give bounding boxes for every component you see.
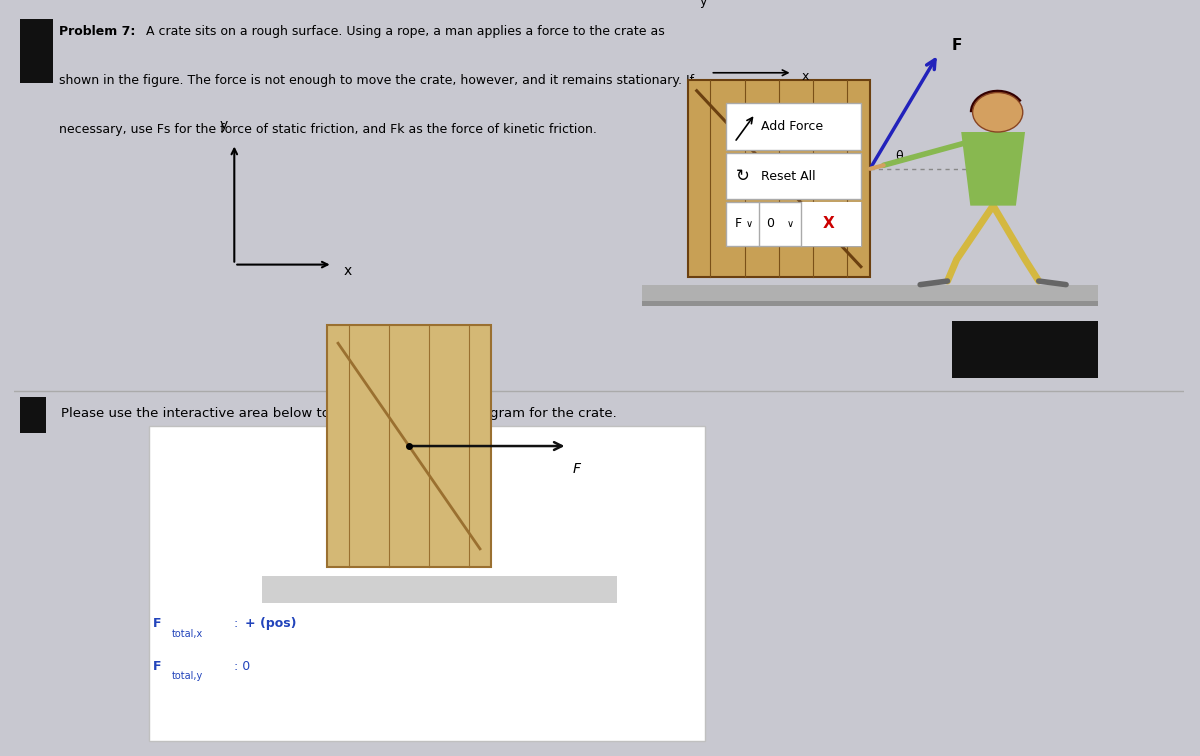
Bar bbox=[952, 321, 1111, 386]
Bar bbox=[20, 19, 53, 83]
Polygon shape bbox=[961, 132, 1025, 206]
Text: Please use the interactive area below to draw the Free Body Diagram for the crat: Please use the interactive area below to… bbox=[61, 407, 617, 420]
Text: θ: θ bbox=[895, 150, 902, 163]
Bar bbox=[632, 301, 1111, 306]
Bar bbox=[802, 202, 862, 246]
Bar bbox=[328, 325, 491, 567]
Text: total,y: total,y bbox=[172, 671, 203, 681]
Text: shown in the figure. The force is not enough to move the crate, however, and it : shown in the figure. The force is not en… bbox=[59, 74, 694, 87]
Text: Problem 7:: Problem 7: bbox=[59, 25, 136, 38]
Text: A crate sits on a rough surface. Using a rope, a man applies a force to the crat: A crate sits on a rough surface. Using a… bbox=[138, 25, 665, 38]
Circle shape bbox=[972, 92, 1022, 132]
Bar bbox=[688, 80, 870, 277]
Bar bbox=[262, 576, 617, 603]
Text: ∨: ∨ bbox=[745, 219, 752, 229]
Text: total,x: total,x bbox=[172, 628, 203, 639]
Text: x: x bbox=[802, 70, 809, 83]
Text: F: F bbox=[572, 462, 581, 476]
Text: F: F bbox=[734, 218, 742, 231]
Text: X: X bbox=[822, 216, 834, 231]
Text: : 0: : 0 bbox=[234, 660, 251, 673]
Text: :: : bbox=[234, 618, 242, 631]
Text: F: F bbox=[952, 39, 962, 54]
Bar bbox=[632, 285, 1111, 306]
Text: F: F bbox=[152, 618, 161, 631]
Text: y: y bbox=[220, 117, 228, 132]
Text: y: y bbox=[700, 0, 707, 8]
Bar bbox=[20, 397, 46, 433]
Text: x: x bbox=[343, 264, 352, 277]
Text: ∨: ∨ bbox=[787, 219, 794, 229]
Text: 0: 0 bbox=[766, 218, 774, 231]
Bar bbox=[726, 104, 862, 150]
Text: necessary, use Fs for the force of static friction, and Fk as the force of kinet: necessary, use Fs for the force of stati… bbox=[59, 123, 596, 136]
Bar bbox=[726, 153, 862, 200]
Text: F: F bbox=[152, 660, 161, 673]
Text: Add Force: Add Force bbox=[761, 120, 823, 133]
Bar bbox=[149, 426, 704, 742]
Text: Reset All: Reset All bbox=[761, 169, 815, 182]
Text: + (pos): + (pos) bbox=[245, 618, 296, 631]
Bar bbox=[726, 202, 862, 246]
Text: ↻: ↻ bbox=[736, 167, 750, 185]
